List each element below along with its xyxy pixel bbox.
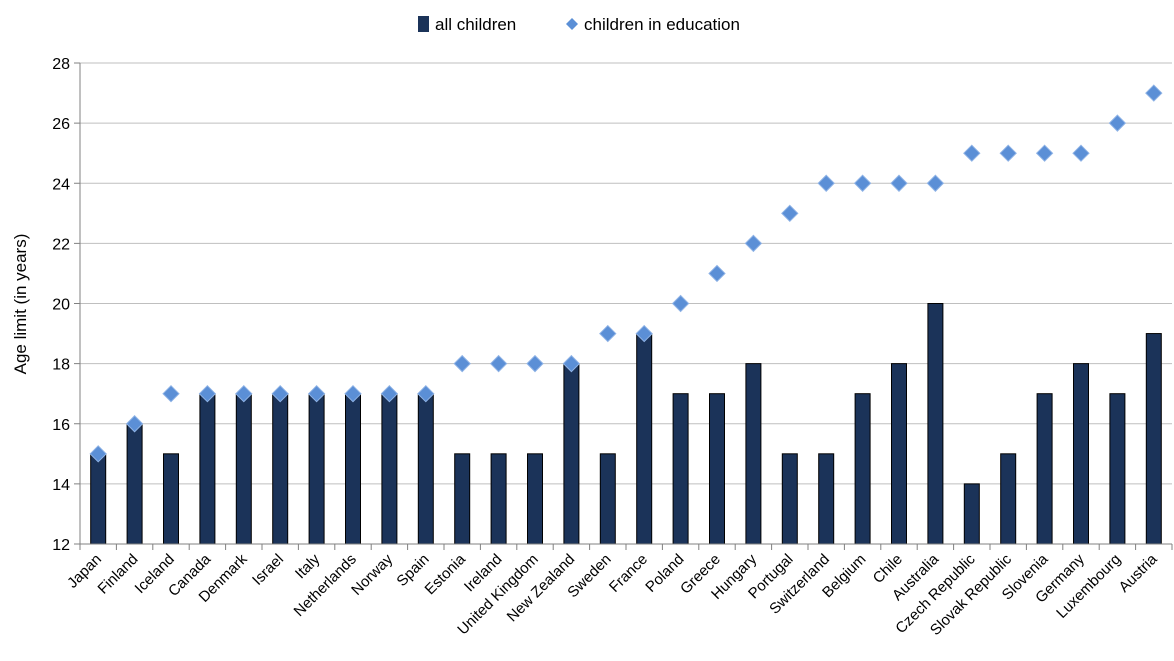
legend-label-children-in-education: children in education — [584, 15, 740, 34]
bar-united-kingdom — [527, 453, 543, 545]
x-tick-label: Israel — [249, 551, 287, 589]
marker-ireland — [489, 354, 508, 373]
bar-slovak-republic — [1000, 453, 1017, 545]
x-tick-label: France — [606, 551, 651, 596]
bar-slovenia — [1036, 393, 1053, 545]
marker-france — [635, 324, 653, 343]
bar-switzerland — [818, 453, 835, 545]
y-tick-label: 28 — [52, 56, 70, 73]
y-tick-label: 14 — [52, 477, 70, 494]
x-tick-label: Norway — [348, 550, 396, 598]
bar-australia — [927, 303, 944, 545]
bar-chile — [891, 363, 907, 545]
bar-finland — [126, 423, 143, 545]
marker-japan — [89, 445, 107, 463]
axes — [79, 63, 1172, 545]
bar-norway — [381, 393, 398, 545]
marker-portugal — [781, 204, 799, 223]
marker-slovak-republic — [999, 144, 1017, 162]
bar-iceland — [163, 453, 179, 545]
bar-hungary — [745, 363, 762, 545]
bar-greece — [709, 393, 725, 545]
y-tick-labels: 12 14 16 18 20 22 24 26 28 — [52, 56, 70, 554]
bar-canada — [199, 393, 216, 545]
gridlines — [74, 62, 1173, 550]
marker-estonia — [453, 354, 471, 373]
marker-sweden — [599, 324, 617, 343]
marker-luxembourg — [1108, 114, 1127, 132]
marker-slovenia — [1035, 144, 1054, 162]
bar-denmark — [235, 393, 252, 545]
bar-austria — [1145, 333, 1162, 545]
marker-canada — [198, 384, 217, 403]
bar-portugal — [781, 453, 798, 545]
marker-spain — [417, 384, 435, 403]
marker-australia — [926, 174, 945, 192]
y-tick-label: 18 — [52, 357, 70, 374]
bar-spain — [417, 393, 434, 545]
y-tick-label: 20 — [52, 297, 70, 314]
bar-israel — [272, 393, 289, 545]
legend-label-all-children: all children — [435, 15, 516, 34]
y-axis-title: Age limit (in years) — [11, 234, 30, 375]
bar-sweden — [599, 453, 616, 545]
x-tick-label: Austria — [1116, 550, 1161, 595]
legend: all children children in education — [418, 15, 740, 34]
y-tick-label: 22 — [52, 236, 70, 253]
bar-poland — [672, 393, 689, 545]
marker-switzerland — [817, 174, 835, 192]
marker-austria — [1145, 84, 1163, 102]
bar-germany — [1073, 363, 1089, 545]
marker-belgium — [853, 174, 872, 192]
legend-swatch-children-in-education — [566, 18, 578, 30]
marker-greece — [708, 264, 726, 283]
x-tick-label: Finland — [95, 551, 142, 598]
marker-israel — [271, 384, 289, 403]
legend-swatch-all-children — [418, 16, 429, 32]
y-tick-label: 12 — [52, 537, 70, 554]
marker-iceland — [162, 384, 180, 403]
marker-netherlands — [344, 384, 362, 403]
y-tick-label: 24 — [52, 176, 70, 193]
marker-finland — [125, 415, 144, 433]
marker-denmark — [235, 384, 253, 403]
marker-chile — [890, 174, 908, 192]
marker-hungary — [744, 234, 763, 253]
bar-netherlands — [345, 393, 361, 545]
bar-japan — [90, 453, 107, 545]
marker-czech-republic — [963, 144, 981, 162]
marker-united-kingdom — [526, 354, 544, 373]
bar-new-zealand — [563, 363, 580, 545]
bar-czech-republic — [963, 483, 980, 545]
x-tick-label: Italy — [292, 550, 324, 582]
y-tick-label: 16 — [52, 417, 70, 434]
bar-france — [636, 333, 653, 545]
marker-germany — [1072, 144, 1090, 162]
bar-italy — [308, 393, 325, 545]
marker-new-zealand — [562, 354, 581, 373]
y-tick-label: 26 — [52, 116, 70, 133]
x-tick-label: Estonia — [422, 550, 470, 598]
markers-children-in-education — [89, 84, 1163, 463]
bar-belgium — [854, 393, 871, 545]
bar-estonia — [454, 453, 471, 545]
bar-ireland — [490, 453, 507, 545]
marker-poland — [671, 294, 690, 313]
marker-norway — [380, 384, 399, 403]
marker-italy — [307, 384, 326, 403]
bar-luxembourg — [1109, 393, 1126, 545]
